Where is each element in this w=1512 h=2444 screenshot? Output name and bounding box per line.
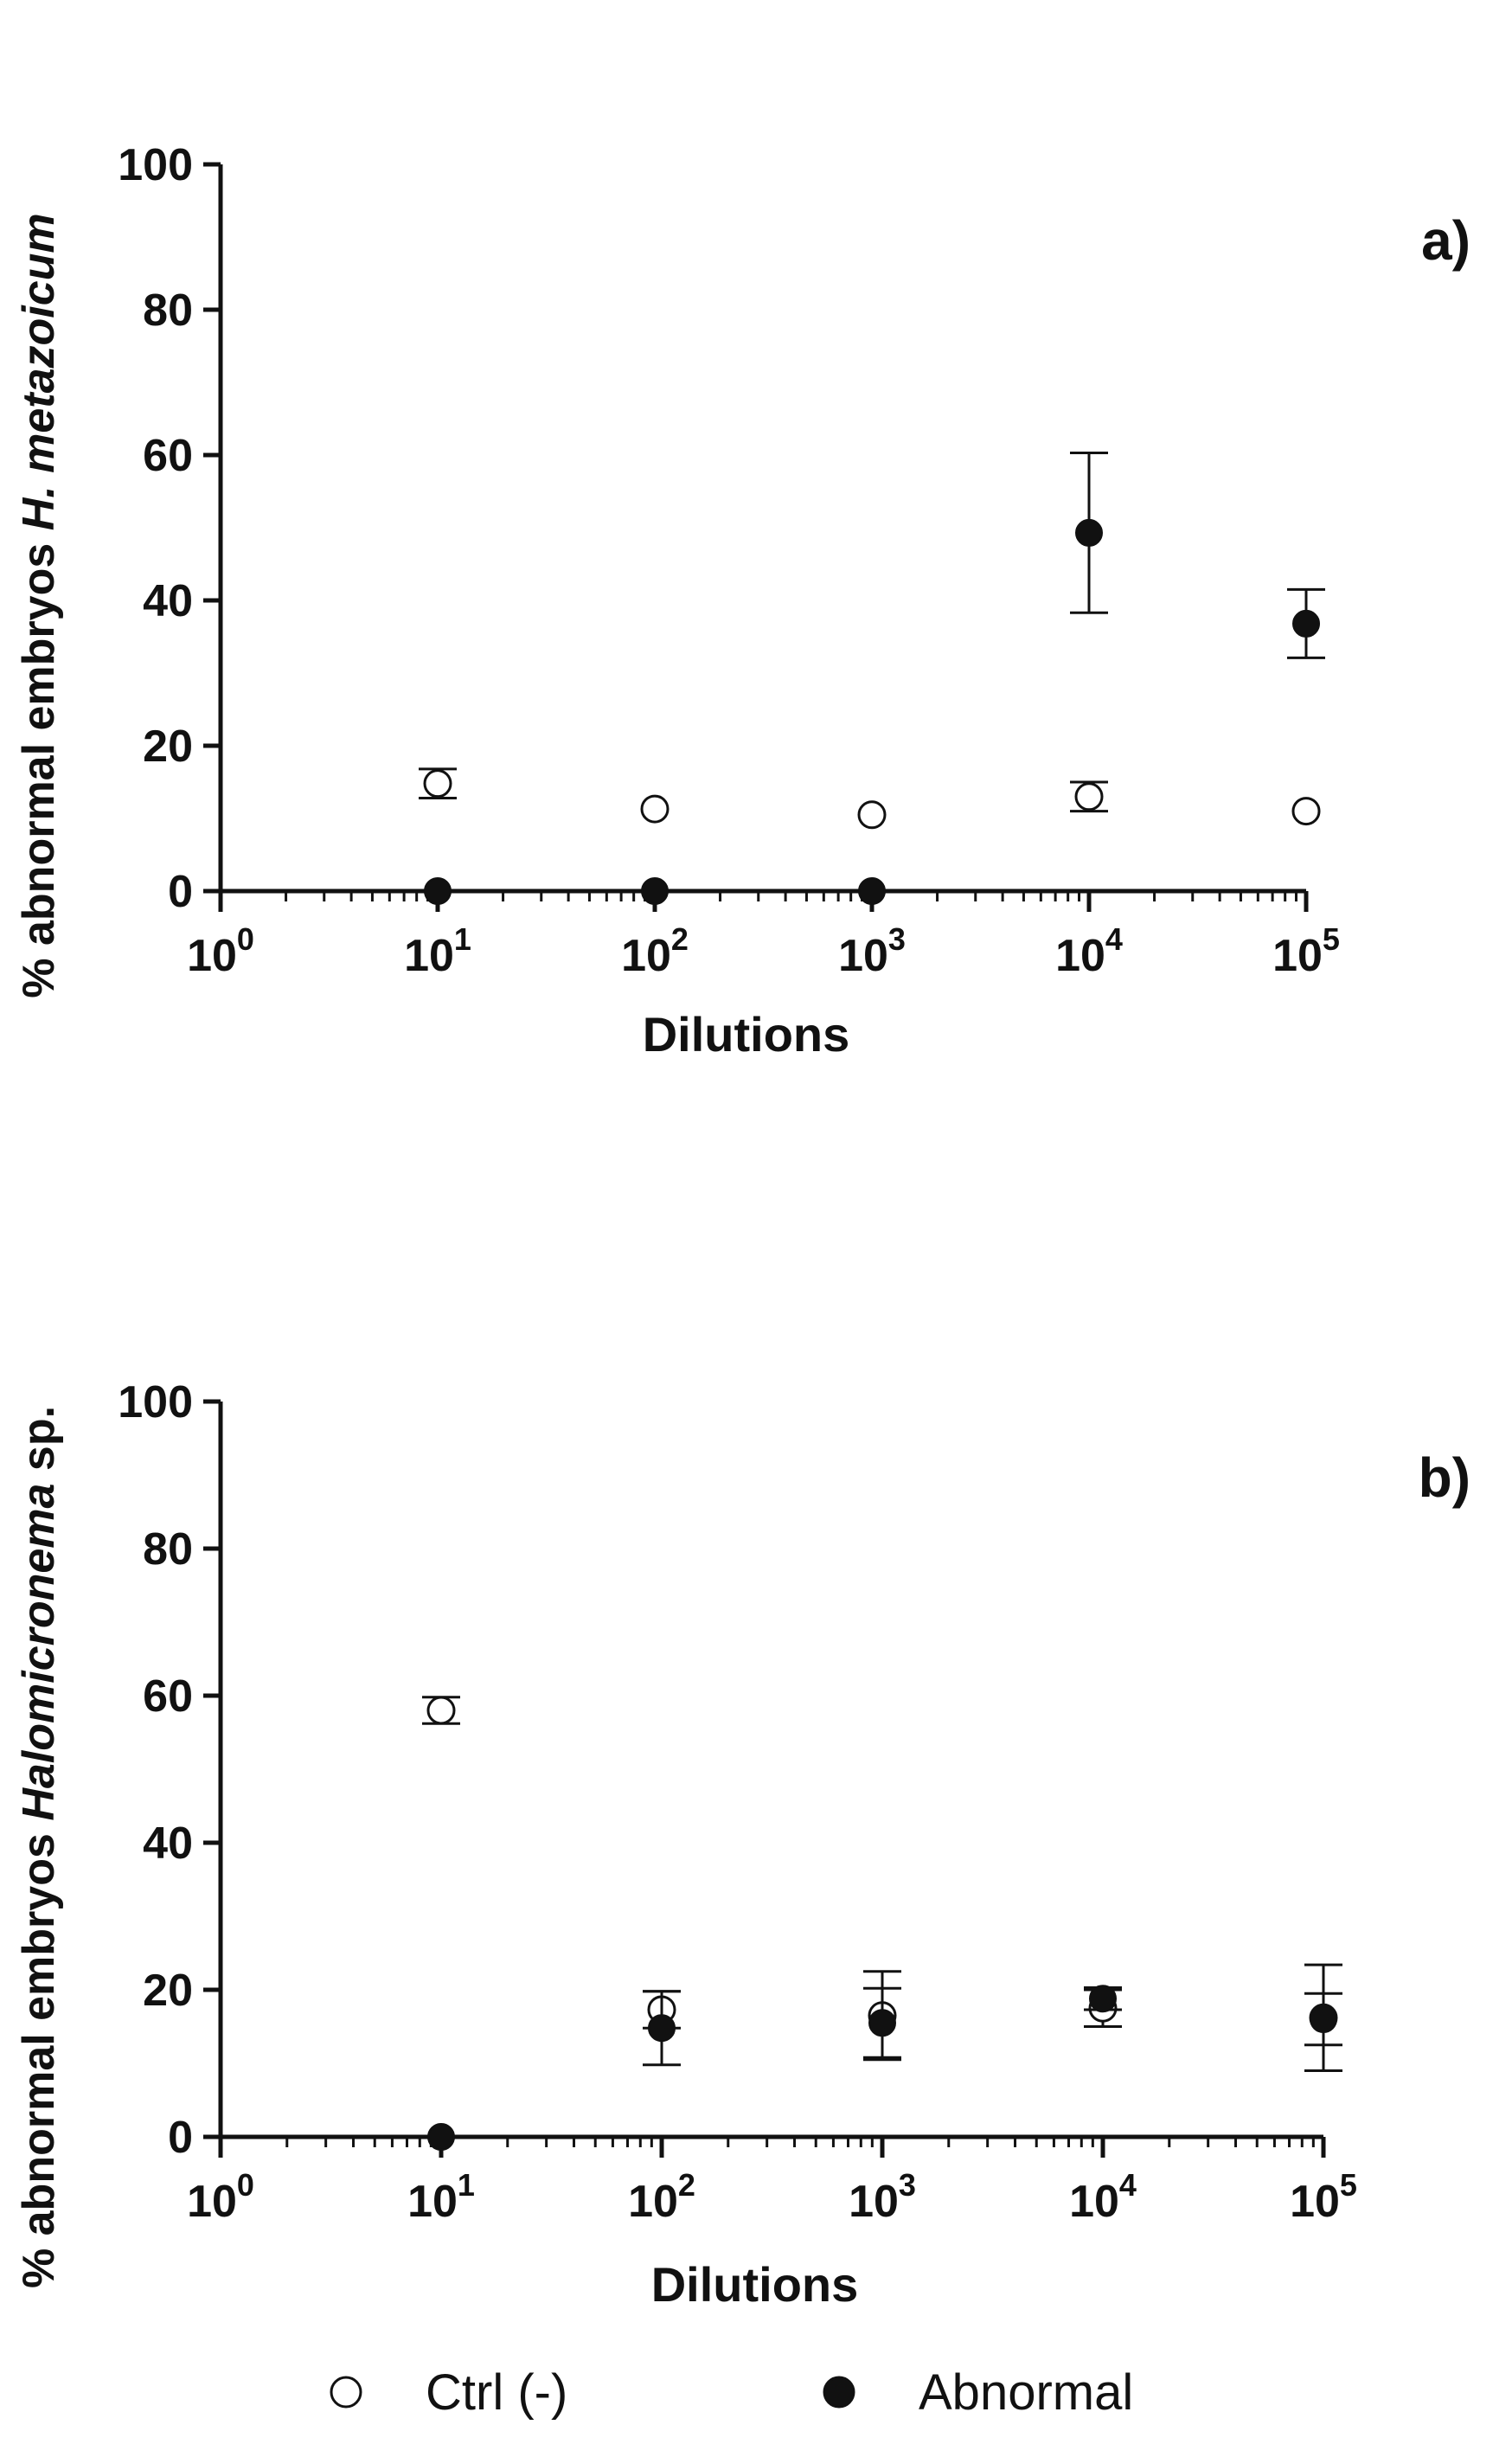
y-tick-label: 100 bbox=[118, 140, 193, 190]
legend-label: Abnormal bbox=[919, 2364, 1133, 2421]
abnormal-point bbox=[641, 877, 669, 905]
ctrl-point bbox=[1291, 797, 1321, 826]
x-tick-label: 102 bbox=[628, 2167, 695, 2227]
x-tick-label: 101 bbox=[404, 921, 471, 981]
ctrl-point bbox=[423, 769, 452, 799]
abnormal-point bbox=[1292, 609, 1320, 638]
x-tick-label: 102 bbox=[621, 921, 689, 981]
legend-label: Ctrl (-) bbox=[426, 2364, 567, 2421]
y-tick-label: 40 bbox=[143, 576, 193, 626]
legend: Ctrl (-) Abnormal bbox=[330, 2364, 1133, 2421]
ctrl-point bbox=[1074, 782, 1104, 811]
abnormal-point bbox=[424, 877, 452, 905]
legend-abnormal-marker bbox=[823, 2376, 855, 2409]
y-tick-label: 80 bbox=[143, 1524, 193, 1575]
y-tick-label: 100 bbox=[118, 1377, 193, 1427]
y-tick-label: 40 bbox=[143, 1819, 193, 1869]
ctrl-point bbox=[426, 1696, 456, 1725]
abnormal-point bbox=[648, 2014, 676, 2043]
x-tick-label: 100 bbox=[187, 921, 254, 981]
x-tick-label: 103 bbox=[849, 2167, 916, 2227]
y-tick-label: 80 bbox=[143, 285, 193, 336]
x-axis-title: Dilutions bbox=[651, 2257, 859, 2312]
x-tick-label: 104 bbox=[1055, 921, 1123, 981]
y-tick-label: 60 bbox=[143, 1671, 193, 1722]
y-tick-label: 0 bbox=[168, 867, 193, 917]
ctrl-point bbox=[857, 800, 887, 830]
y-tick-label: 60 bbox=[143, 431, 193, 481]
x-tick-label: 101 bbox=[407, 2167, 475, 2227]
panel-label: b) bbox=[1419, 1447, 1470, 1509]
x-tick-label: 104 bbox=[1069, 2167, 1137, 2227]
x-tick-label: 105 bbox=[1272, 921, 1340, 981]
panel-a: 0 20 40 60 80 100 100 101 102 103 104 105 Dilutions%… bbox=[14, 140, 1470, 1062]
y-tick-label: 20 bbox=[143, 1966, 193, 2016]
panel-label: a) bbox=[1421, 209, 1470, 272]
abnormal-point bbox=[1075, 518, 1103, 547]
y-tick-label: 20 bbox=[143, 722, 193, 772]
abnormal-point bbox=[427, 2123, 455, 2151]
y-tick-label: 0 bbox=[168, 2113, 193, 2163]
x-tick-label: 105 bbox=[1290, 2167, 1357, 2227]
x-tick-label: 100 bbox=[187, 2167, 254, 2227]
abnormal-point bbox=[1089, 1985, 1117, 2013]
x-axis-title: Dilutions bbox=[643, 1007, 850, 1062]
abnormal-point bbox=[858, 877, 886, 905]
y-axis-title: % abnormal embryos H. metazoicum bbox=[14, 213, 64, 997]
abnormal-point bbox=[1310, 2005, 1337, 2033]
legend-ctrl-marker bbox=[330, 2376, 362, 2409]
ctrl-point bbox=[640, 794, 670, 824]
y-axis-title: % abnormal embryos Halomicronema sp. bbox=[14, 1406, 64, 2288]
panel-b: 0 20 40 60 80 100 100 101 102 103 104 105 Dilutions%… bbox=[14, 1377, 1470, 2312]
x-tick-label: 103 bbox=[838, 921, 906, 981]
abnormal-point bbox=[868, 2009, 896, 2037]
